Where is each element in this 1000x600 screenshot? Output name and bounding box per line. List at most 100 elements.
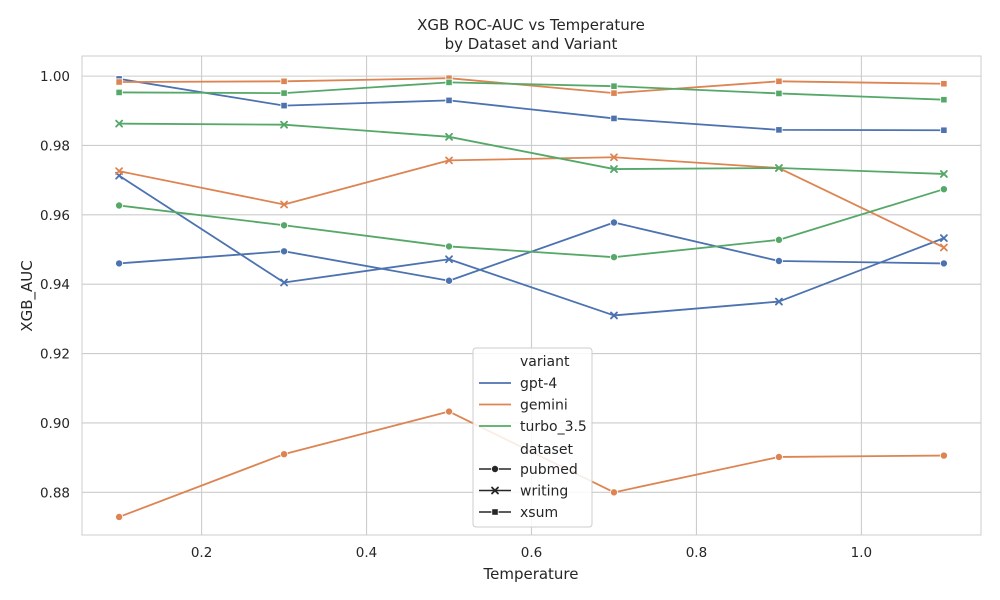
data-point — [280, 200, 288, 209]
y-tick-label: 0.94 — [40, 277, 70, 293]
data-point — [940, 126, 948, 134]
x-tick-label: 0.8 — [686, 545, 707, 561]
data-point — [775, 126, 783, 134]
data-point — [610, 89, 618, 97]
x-tick-label: 0.4 — [356, 545, 377, 561]
data-point — [445, 407, 454, 416]
series-line — [118, 188, 945, 259]
data-point — [280, 89, 288, 97]
data-point — [610, 114, 618, 123]
data-point — [115, 201, 124, 210]
series-turbo_3.5-pubmed — [115, 185, 948, 262]
data-point — [774, 256, 783, 265]
data-point — [115, 88, 123, 97]
data-point — [445, 132, 453, 141]
series-gemini-xsum — [115, 74, 948, 97]
legend: variant dataset gpt-4 gemini turbo_3.5pubm… — [472, 347, 593, 528]
y-tick-label: 0.92 — [40, 347, 70, 363]
series-line — [118, 122, 945, 175]
y-axis-label: XGB_AUC — [18, 260, 37, 331]
legend-label: gemini — [520, 398, 568, 414]
series-line — [118, 81, 945, 101]
data-point — [115, 259, 124, 268]
legend-box — [472, 347, 593, 528]
data-point — [939, 451, 948, 460]
legend-label: gpt-4 — [520, 376, 557, 392]
data-point — [610, 82, 618, 90]
data-point — [115, 119, 124, 128]
legend-hue-title: variant — [520, 354, 570, 370]
legend-entry-pubmed: pubmed — [479, 462, 578, 478]
data-point — [775, 297, 783, 306]
ticks: 0.2 0.4 0.6 0.8 1.0 0.88 0.90 0.92 0.94 0.96 0.98 1… — [40, 69, 872, 561]
series-line — [118, 156, 945, 249]
data-point — [774, 235, 783, 244]
data-point — [115, 78, 123, 86]
series-line — [118, 174, 945, 317]
series-gpt-4-writing — [115, 171, 948, 320]
data-point — [774, 452, 783, 461]
y-tick-label: 0.96 — [40, 208, 70, 224]
data-point — [610, 153, 618, 162]
data-point — [609, 218, 618, 227]
legend-label: xsum — [520, 505, 558, 521]
legend-label: pubmed — [520, 462, 578, 478]
x-tick-label: 0.6 — [521, 545, 542, 561]
data-point — [610, 311, 618, 320]
data-point — [940, 80, 948, 88]
series-turbo_3.5-xsum — [115, 78, 948, 104]
legend-style-title: dataset — [520, 442, 573, 458]
data-point — [445, 255, 453, 264]
data-point — [939, 185, 948, 194]
y-tick-label: 0.90 — [40, 416, 70, 432]
data-point — [445, 78, 453, 86]
legend-entry-turbo_3.5: turbo_3.5 — [479, 419, 587, 435]
chart-title: XGB ROC-AUC vs Temperature — [417, 16, 645, 34]
x-tick-label: 1.0 — [851, 545, 872, 561]
x-tick-label: 0.2 — [191, 545, 212, 561]
data-point — [445, 156, 453, 165]
legend-marker — [490, 464, 499, 473]
data-point — [280, 278, 288, 287]
legend-entry-gpt-4: gpt-4 — [479, 376, 557, 392]
y-tick-label: 0.98 — [40, 138, 70, 154]
data-point — [940, 96, 948, 104]
data-point — [775, 164, 783, 172]
data-point — [445, 276, 454, 285]
data-point — [939, 234, 948, 242]
data-point — [280, 221, 289, 230]
legend-entry-xsum: xsum — [479, 505, 558, 521]
y-tick-label: 1.00 — [40, 69, 70, 85]
data-point — [115, 512, 124, 521]
data-point — [280, 247, 289, 256]
data-point — [445, 96, 453, 104]
data-point — [280, 77, 288, 85]
data-point — [775, 89, 783, 98]
legend-label: writing — [520, 484, 568, 500]
data-point — [280, 101, 288, 110]
data-point — [445, 242, 454, 251]
data-point — [609, 488, 618, 497]
legend-marker — [491, 486, 499, 495]
data-point — [280, 450, 289, 459]
legend-label: turbo_3.5 — [520, 419, 587, 435]
y-tick-label: 0.88 — [40, 485, 70, 501]
data-point — [115, 167, 124, 176]
x-axis-label: Temperature — [482, 565, 578, 583]
series-line — [118, 77, 945, 132]
legend-entry-gemini: gemini — [479, 398, 568, 414]
data-point — [939, 259, 948, 268]
data-point — [609, 253, 618, 262]
legend-marker — [491, 508, 499, 516]
chart-subtitle: by Dataset and Variant — [445, 35, 618, 53]
data-point — [939, 170, 948, 178]
data-point — [280, 120, 288, 129]
series-turbo_3.5-writing — [115, 119, 948, 178]
data-point — [775, 77, 783, 85]
legend-entry-writing: writing — [479, 484, 568, 500]
data-point — [939, 243, 948, 252]
data-point — [610, 165, 618, 173]
